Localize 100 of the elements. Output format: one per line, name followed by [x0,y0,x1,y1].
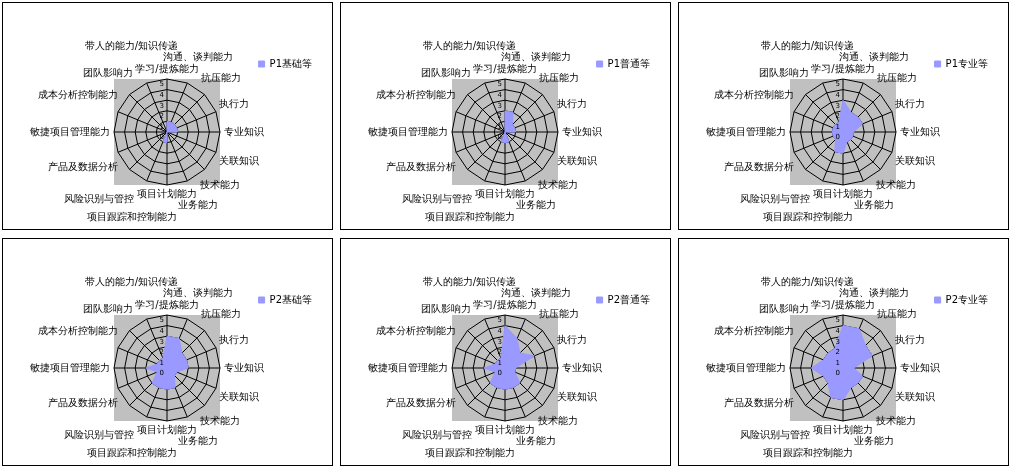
spoke-label: 成本分析控制能力 [376,324,457,336]
spoke-label: 抗压能力 [538,71,579,83]
spoke-label: 风险识别与管控 [740,429,811,441]
spoke-label: 产品及数据分析 [385,160,456,172]
spoke-label: 项目跟踪和控制能力 [86,446,177,458]
spoke-label: 抗压能力 [538,307,579,319]
spoke-label: 成本分析控制能力 [376,88,457,100]
spoke-label: 带人的能力/知识传递 [760,39,855,51]
spoke-label: 沟通、谈判能力 [162,287,233,299]
spoke-label: 关联知识 [556,391,597,403]
spoke-label: 学习/提炼能力 [811,299,875,311]
spoke-label: 项目跟踪和控制能力 [86,210,177,222]
spoke-label: 风险识别与管控 [64,193,135,205]
legend-label: P2基础等 [269,293,313,305]
spoke-label: 成本分析控制能力 [38,88,119,100]
spoke-label: 风险识别与管控 [402,193,473,205]
spoke-label: 团队影响力 [420,66,471,78]
spoke-label: 技术能力 [537,414,579,426]
spoke-label: 项目跟踪和控制能力 [424,446,515,458]
spoke-label: 学习/提炼能力 [811,63,875,75]
spoke-label: 敏捷项目管理能力 [706,361,786,373]
spoke-label: 抗压能力 [876,307,917,319]
spoke-label: 执行力 [219,97,250,109]
spoke-label: 成本分析控制能力 [38,324,119,336]
spoke-label: 项目计划能力 [475,424,535,436]
spoke-label: 团队影响力 [758,66,809,78]
legend-label: P2普通等 [607,293,651,305]
spoke-label: 产品及数据分析 [385,396,456,408]
legend-label: P1基础等 [269,57,313,69]
legend-label: P1专业等 [945,57,989,69]
spoke-label: 专业知识 [224,125,264,137]
spoke-label: 沟通、谈判能力 [500,287,571,299]
spoke-label: 沟通、谈判能力 [500,51,571,63]
spoke-label: 带人的能力/知识传递 [760,275,855,287]
spoke-label: 抗压能力 [876,71,917,83]
spoke-label: 专业知识 [562,125,602,137]
spoke-label: 沟通、谈判能力 [838,287,909,299]
spoke-label: 业务能力 [515,435,556,447]
spoke-label: 关联知识 [894,391,935,403]
spoke-label: 成本分析控制能力 [714,324,795,336]
spoke-label: 团队影响力 [758,302,809,314]
spoke-label: 成本分析控制能力 [714,88,795,100]
spoke-label: 风险识别与管控 [402,429,473,441]
spoke-label: 产品及数据分析 [47,160,118,172]
spoke-label: 业务能力 [853,435,894,447]
spoke-label: 项目计划能力 [813,188,873,200]
spoke-label: 关联知识 [894,155,935,167]
spoke-label: 项目跟踪和控制能力 [762,446,853,458]
spoke-label: 团队影响力 [82,66,133,78]
spoke-label: 项目计划能力 [137,424,197,436]
spoke-label: 业务能力 [177,199,218,211]
spoke-label: 敏捷项目管理能力 [368,125,448,137]
spoke-label: 业务能力 [515,199,556,211]
spoke-label: 技术能力 [537,178,579,190]
spoke-label: 敏捷项目管理能力 [706,125,786,137]
spoke-label: 执行力 [895,97,926,109]
spoke-label: 团队影响力 [82,302,133,314]
spoke-label: 学习/提炼能力 [135,63,199,75]
spoke-label: 技术能力 [875,178,917,190]
spoke-label: 敏捷项目管理能力 [30,125,110,137]
legend-label: P1普通等 [607,57,651,69]
spoke-label: 技术能力 [199,178,241,190]
spoke-label: 项目计划能力 [137,188,197,200]
spoke-label: 技术能力 [875,414,917,426]
spoke-label: 学习/提炼能力 [473,63,537,75]
spoke-label: 产品及数据分析 [723,396,794,408]
spoke-label: 带人的能力/知识传递 [422,275,517,287]
spoke-label: 学习/提炼能力 [135,299,199,311]
spoke-label: 带人的能力/知识传递 [84,39,179,51]
spoke-label: 执行力 [895,333,926,345]
spoke-label: 敏捷项目管理能力 [30,361,110,373]
spoke-label: 执行力 [557,97,588,109]
spoke-label: 项目计划能力 [475,188,535,200]
spoke-label: 沟通、谈判能力 [162,51,233,63]
spoke-label: 产品及数据分析 [47,396,118,408]
spoke-label: 项目跟踪和控制能力 [424,210,515,222]
spoke-label: 执行力 [219,333,250,345]
spoke-label: 项目跟踪和控制能力 [762,210,853,222]
spoke-label: 专业知识 [224,361,264,373]
spoke-label: 沟通、谈判能力 [838,51,909,63]
spoke-label: 风险识别与管控 [64,429,135,441]
spoke-label: 关联知识 [218,155,259,167]
spoke-label: 抗压能力 [200,71,241,83]
spoke-label: 技术能力 [199,414,241,426]
spoke-label: 带人的能力/知识传递 [422,39,517,51]
legend-label: P2专业等 [945,293,989,305]
spoke-label: 关联知识 [218,391,259,403]
spoke-label: 专业知识 [562,361,602,373]
spoke-label: 执行力 [557,333,588,345]
spoke-label: 团队影响力 [420,302,471,314]
spoke-label: 专业知识 [900,125,940,137]
spoke-label: 产品及数据分析 [723,160,794,172]
spoke-label: 项目计划能力 [813,424,873,436]
spoke-label: 业务能力 [853,199,894,211]
spoke-label: 抗压能力 [200,307,241,319]
spoke-label: 专业知识 [900,361,940,373]
spoke-label: 敏捷项目管理能力 [368,361,448,373]
spoke-label: 风险识别与管控 [740,193,811,205]
spoke-label: 业务能力 [177,435,218,447]
spoke-label: 带人的能力/知识传递 [84,275,179,287]
